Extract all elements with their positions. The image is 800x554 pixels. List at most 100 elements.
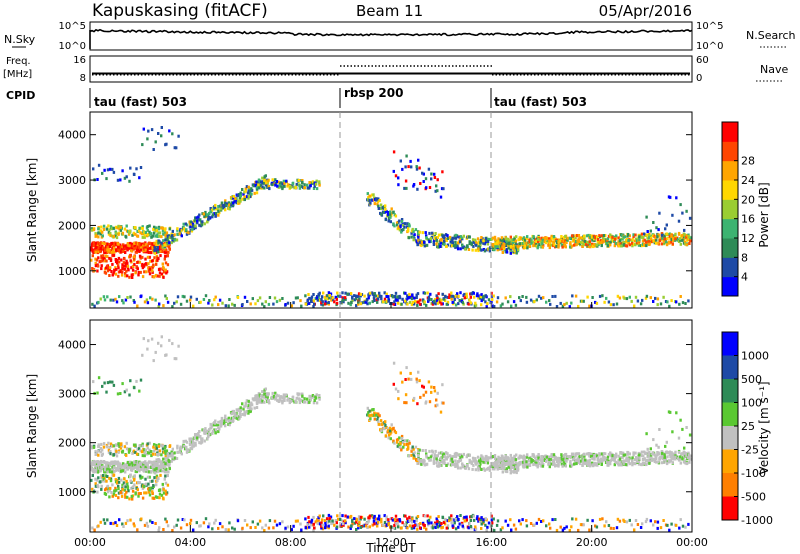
velocity-cell: [308, 400, 311, 404]
velocity-cell: [146, 524, 150, 528]
power-cell: [505, 250, 509, 254]
power-cell: [675, 300, 678, 304]
power-cell: [131, 276, 134, 279]
velocity-cell: [109, 477, 113, 481]
velocity-cell: [301, 394, 304, 398]
power-cell: [228, 207, 231, 211]
velocity-cell: [194, 441, 197, 445]
velocity-cell: [117, 484, 120, 488]
power-cell: [405, 154, 408, 158]
velocity-cell: [251, 520, 254, 524]
power-cell: [162, 239, 165, 243]
power-cell: [405, 225, 409, 229]
power-cell: [610, 238, 613, 242]
power-cell: [308, 186, 311, 190]
power-cell: [416, 303, 419, 307]
power-cell: [468, 235, 471, 239]
velocity-cell: [619, 461, 622, 465]
velocity-cell: [135, 379, 138, 383]
velocity-cell: [418, 379, 421, 383]
velocity-cell: [628, 462, 632, 466]
power-cell: [154, 234, 157, 238]
power-cell: [102, 228, 106, 231]
power-cell: [164, 233, 167, 237]
power-cell: [438, 243, 441, 247]
power-cell: [105, 227, 109, 231]
power-cell: [125, 259, 128, 263]
power-cell: [129, 295, 132, 299]
velocity-cell: [173, 456, 177, 460]
velocity-cell: [311, 395, 314, 399]
velocity-cell: [139, 492, 142, 495]
velocity-cell: [164, 451, 167, 455]
power-cell: [134, 271, 137, 275]
power-cell: [167, 245, 171, 248]
power-cell: [90, 244, 94, 248]
power-cell: [148, 267, 151, 271]
velocity-cell: [128, 497, 131, 501]
power-cell: [243, 190, 246, 194]
power-cell: [412, 230, 415, 233]
power-cell: [645, 215, 648, 219]
velocity-cell: [400, 446, 404, 450]
velocity-cell: [235, 416, 238, 420]
power-cell: [410, 297, 414, 301]
velocity-cell: [442, 401, 445, 405]
power-cell: [149, 296, 152, 300]
velocity-cell: [163, 446, 167, 450]
velocity-cell: [157, 477, 160, 481]
power-cell: [303, 186, 306, 190]
velocity-cell: [577, 458, 581, 462]
power-cell: [397, 176, 400, 180]
velocity-cell: [403, 443, 406, 447]
velocity-cell: [145, 491, 148, 495]
power-cell: [324, 297, 327, 301]
power-cell: [230, 203, 233, 207]
velocity-cell: [540, 455, 543, 458]
velocity-cell: [641, 461, 645, 465]
power-cell: [367, 197, 370, 201]
power-cell: [161, 262, 164, 266]
velocity-cell: [158, 453, 161, 456]
velocity-cell: [151, 490, 154, 494]
power-cell: [522, 242, 525, 245]
velocity-cell: [118, 465, 121, 469]
power-cell: [472, 291, 475, 295]
velocity-cell: [135, 486, 138, 490]
velocity-cell: [247, 409, 250, 413]
power-cell: [453, 236, 456, 240]
power-cell: [190, 229, 194, 233]
power-cell: [441, 233, 444, 237]
power-cell: [565, 301, 568, 305]
power-cell: [445, 239, 448, 242]
power-cell: [291, 181, 295, 185]
power-cell: [112, 234, 115, 238]
power-cell: [138, 242, 142, 246]
power-cell: [688, 242, 691, 245]
velocity-cell: [497, 458, 500, 462]
velocity-cell: [163, 465, 166, 469]
power-cell: [151, 270, 154, 274]
power-cell: [523, 238, 527, 242]
power-cell: [118, 246, 121, 250]
velocity-cell: [146, 451, 150, 455]
velocity-cell: [618, 457, 622, 461]
velocity-cell: [511, 466, 515, 469]
velocity-cell: [171, 455, 174, 459]
power-cell: [427, 295, 431, 299]
velocity-cell: [600, 459, 603, 463]
power-cell: [142, 264, 146, 268]
power-cell: [119, 243, 122, 247]
velocity-cell: [420, 462, 423, 466]
velocity-cell: [163, 449, 167, 453]
power-cell: [135, 234, 139, 238]
velocity-cell: [403, 439, 407, 443]
velocity-cell: [106, 461, 109, 465]
velocity-cell: [208, 432, 211, 436]
velocity-cell: [421, 384, 424, 388]
velocity-cell: [664, 459, 668, 463]
velocity-cell: [488, 468, 492, 472]
velocity-cell: [542, 462, 545, 466]
power-cell: [378, 199, 381, 202]
power-cell: [568, 236, 572, 240]
